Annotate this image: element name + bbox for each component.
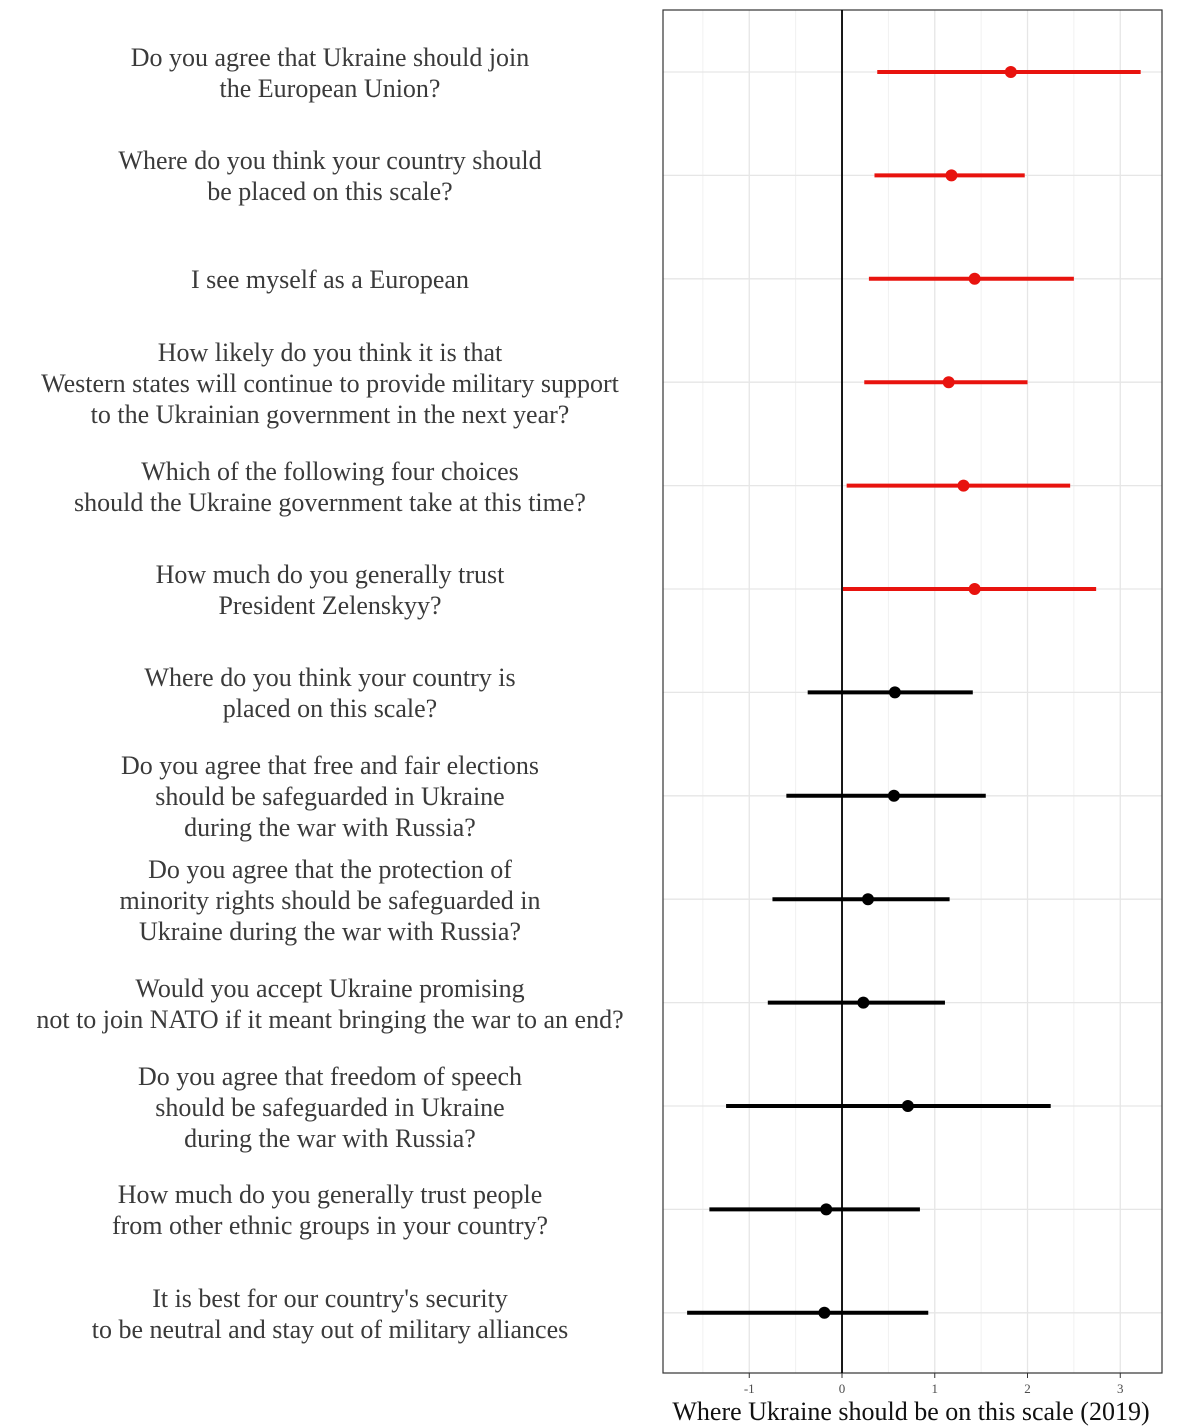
point-estimate — [957, 479, 970, 492]
question-label: Would you accept Ukraine promising not to… — [0, 973, 660, 1035]
question-label: Do you agree that free and fair election… — [0, 750, 660, 843]
question-label-line: Ukraine during the war with Russia? — [139, 916, 521, 946]
x-tick-label: 2 — [1024, 1381, 1031, 1396]
point-estimate — [820, 1203, 833, 1216]
x-tick-label: 1 — [932, 1381, 939, 1396]
x-tick-label: 3 — [1117, 1381, 1124, 1396]
point-estimate — [945, 169, 958, 182]
question-label-line: placed on this scale? — [222, 694, 438, 724]
x-axis: -1 0 1 2 3 — [744, 1373, 1124, 1396]
point-estimate — [968, 272, 981, 285]
x-tick-label: -1 — [744, 1381, 755, 1396]
point-estimate — [861, 893, 874, 906]
question-label-line: not to join NATO if it meant bringing th… — [36, 1004, 624, 1034]
question-label-line: should be safeguarded in Ukraine — [155, 782, 505, 812]
x-axis-title: Where Ukraine should be on this scale (2… — [672, 1397, 1149, 1426]
question-label-line: Which of the following four choices — [141, 456, 519, 486]
question-label-line: be placed on this scale? — [207, 177, 453, 207]
question-label-line: How much do you generally trust people — [117, 1180, 543, 1210]
question-label-line: to be neutral and stay out of military a… — [91, 1314, 569, 1344]
question-label-line: should be safeguarded in Ukraine — [155, 1092, 505, 1122]
question-label: It is best for our country's security to … — [0, 1283, 660, 1345]
question-label: Where do you think your country should be… — [0, 145, 660, 207]
point-estimate — [968, 583, 981, 595]
question-label: How much do you generally trust President… — [0, 559, 660, 621]
question-label: How likely do you think it is that Wester… — [0, 337, 660, 430]
question-label-line: should the Ukraine government take at th… — [74, 487, 586, 517]
point-estimate — [942, 376, 955, 389]
x-tick-label: 0 — [839, 1381, 846, 1396]
question-label: Where do you think your country is placed… — [0, 662, 660, 724]
question-label-line: It is best for our country's security — [152, 1283, 508, 1313]
question-label: How much do you generally trust people fr… — [0, 1179, 660, 1241]
question-label: Do you agree that Ukraine should join the… — [0, 42, 660, 104]
question-label-line: Would you accept Ukraine promising — [135, 973, 525, 1003]
point-estimate — [818, 1306, 831, 1319]
question-label-line: I see myself as a European — [191, 265, 469, 295]
point-estimate — [887, 789, 900, 802]
question-label-line: Do you agree that free and fair election… — [121, 751, 539, 781]
question-label-line: the European Union? — [219, 74, 441, 103]
point-estimate — [901, 1100, 914, 1112]
question-label-line: minority rights should be safeguarded in — [119, 885, 541, 915]
question-label: Which of the following four choices shoul… — [0, 456, 660, 518]
plot-panel-border — [662, 9, 1163, 1374]
question-label-line: during the war with Russia? — [184, 813, 476, 843]
question-label: Do you agree that freedom of speech shoul… — [0, 1061, 660, 1154]
question-label-line: Do you agree that Ukraine should join — [130, 43, 530, 72]
point-estimate — [1004, 66, 1017, 78]
point-estimate — [857, 996, 870, 1009]
question-label-line: How much do you generally trust — [155, 560, 505, 589]
point-estimate — [888, 686, 901, 699]
question-label-line: to the Ukrainian government in the next … — [90, 399, 570, 429]
question-label-line: Where do you think your country is — [144, 663, 516, 693]
question-label-line: President Zelenskyy? — [218, 591, 442, 620]
question-label: Do you agree that the protection of minor… — [0, 854, 660, 947]
estimate-marks — [687, 66, 1141, 1319]
question-label-line: Where do you think your country should — [118, 146, 542, 176]
question-label: I see myself as a European — [0, 264, 660, 295]
question-label-line: during the war with Russia? — [184, 1123, 476, 1153]
question-label-line: from other ethnic groups in your country… — [111, 1211, 549, 1241]
question-label-line: Western states will continue to provide … — [41, 368, 619, 398]
question-label-line: Do you agree that freedom of speech — [137, 1061, 523, 1091]
question-label-line: Do you agree that the protection of — [148, 854, 512, 884]
question-label-line: How likely do you think it is that — [157, 337, 503, 367]
